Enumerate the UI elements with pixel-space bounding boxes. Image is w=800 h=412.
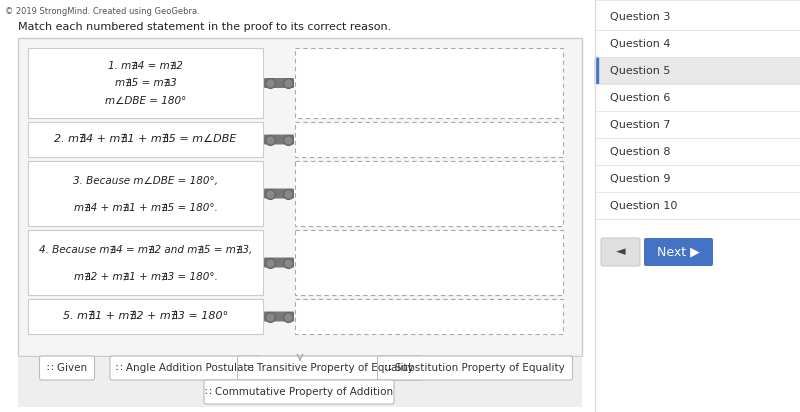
Text: Next ▶: Next ▶ [657, 246, 700, 258]
FancyBboxPatch shape [601, 238, 640, 266]
Text: 4. Because m∄4 = m∄2 and m∄5 = m∄3,: 4. Because m∄4 = m∄2 and m∄5 = m∄3, [39, 244, 252, 255]
Text: 1. m∄4 = m∄2: 1. m∄4 = m∄2 [108, 61, 183, 70]
FancyBboxPatch shape [28, 48, 263, 118]
Text: Question 5: Question 5 [610, 66, 670, 75]
Text: ∷ Angle Addition Postulate: ∷ Angle Addition Postulate [116, 363, 254, 373]
FancyBboxPatch shape [28, 161, 263, 226]
Text: ∷ Commutative Property of Addition: ∷ Commutative Property of Addition [205, 387, 393, 397]
Text: Question 3: Question 3 [610, 12, 670, 21]
Text: m∄2 + m∄1 + m∄3 = 180°.: m∄2 + m∄1 + m∄3 = 180°. [74, 272, 218, 282]
FancyBboxPatch shape [595, 165, 800, 192]
FancyBboxPatch shape [264, 258, 294, 267]
Text: ∷ Transitive Property of Equality: ∷ Transitive Property of Equality [246, 363, 414, 373]
FancyBboxPatch shape [595, 84, 800, 111]
FancyBboxPatch shape [264, 78, 294, 88]
Text: Match each numbered statement in the proof to its correct reason.: Match each numbered statement in the pro… [18, 22, 391, 32]
FancyBboxPatch shape [18, 357, 582, 407]
FancyBboxPatch shape [28, 299, 263, 334]
FancyBboxPatch shape [204, 380, 394, 404]
FancyBboxPatch shape [28, 122, 263, 157]
Text: m∄4 + m∄1 + m∄5 = 180°.: m∄4 + m∄1 + m∄5 = 180°. [74, 203, 218, 213]
Text: Question 8: Question 8 [610, 147, 670, 157]
Text: Question 4: Question 4 [610, 38, 670, 49]
Text: Question 10: Question 10 [610, 201, 678, 211]
FancyBboxPatch shape [110, 356, 260, 380]
Text: 3. Because m∠DBE = 180°,: 3. Because m∠DBE = 180°, [73, 176, 218, 185]
Text: 2. m∄4 + m∄1 + m∄5 = m∠DBE: 2. m∄4 + m∄1 + m∄5 = m∠DBE [54, 134, 237, 145]
Text: Question 7: Question 7 [610, 119, 670, 129]
FancyBboxPatch shape [264, 189, 294, 199]
FancyBboxPatch shape [295, 230, 563, 295]
FancyBboxPatch shape [295, 48, 563, 118]
FancyBboxPatch shape [28, 230, 263, 295]
Text: 5. m∄1 + m∄2 + m∄3 = 180°: 5. m∄1 + m∄2 + m∄3 = 180° [63, 311, 228, 321]
Text: Question 6: Question 6 [610, 93, 670, 103]
FancyBboxPatch shape [595, 111, 800, 138]
FancyBboxPatch shape [595, 0, 800, 412]
FancyBboxPatch shape [644, 238, 713, 266]
Text: © 2019 StrongMind. Created using GeoGebra.: © 2019 StrongMind. Created using GeoGebr… [5, 7, 200, 16]
FancyBboxPatch shape [295, 299, 563, 334]
Text: m∠DBE = 180°: m∠DBE = 180° [105, 96, 186, 105]
FancyBboxPatch shape [595, 30, 800, 57]
FancyBboxPatch shape [18, 38, 582, 356]
Text: ◄: ◄ [616, 246, 626, 258]
FancyBboxPatch shape [595, 3, 800, 30]
FancyBboxPatch shape [295, 161, 563, 226]
FancyBboxPatch shape [295, 122, 563, 157]
FancyBboxPatch shape [595, 192, 800, 219]
Text: ∷ Substitution Property of Equality: ∷ Substitution Property of Equality [385, 363, 565, 373]
Text: m∄5 = m∄3: m∄5 = m∄3 [114, 78, 176, 88]
Text: ∷ Given: ∷ Given [47, 363, 87, 373]
FancyBboxPatch shape [238, 356, 422, 380]
Text: Question 9: Question 9 [610, 173, 670, 183]
FancyBboxPatch shape [378, 356, 573, 380]
FancyBboxPatch shape [39, 356, 94, 380]
FancyBboxPatch shape [264, 134, 294, 145]
FancyBboxPatch shape [595, 57, 800, 84]
FancyBboxPatch shape [264, 311, 294, 321]
FancyBboxPatch shape [595, 138, 800, 165]
